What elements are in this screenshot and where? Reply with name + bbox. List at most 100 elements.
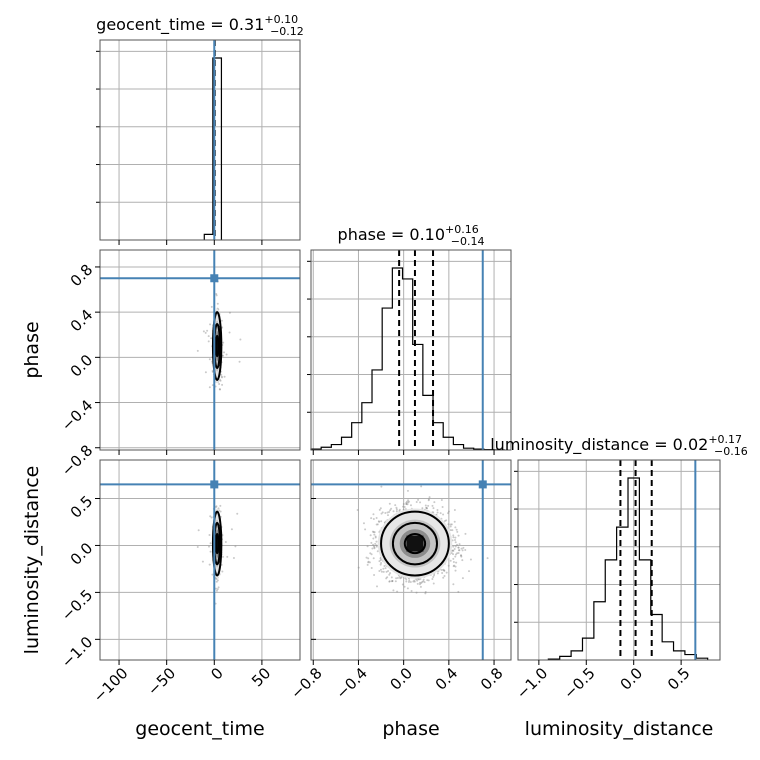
sample-point: [405, 503, 408, 506]
sample-point: [412, 580, 415, 583]
sample-point: [458, 543, 461, 546]
sample-point: [427, 579, 430, 582]
sample-point: [408, 579, 411, 582]
sample-point: [222, 341, 225, 344]
sample-point: [460, 547, 463, 550]
sample-point: [373, 547, 376, 550]
sample-point: [453, 520, 456, 523]
sample-point: [391, 580, 394, 583]
sample-point: [454, 541, 457, 544]
sample-point: [456, 543, 459, 546]
x-tick-label: −0.4: [332, 664, 370, 702]
title-plus: +0.16: [445, 223, 479, 236]
sample-point: [220, 375, 223, 378]
sample-point: [450, 551, 453, 554]
sample-point: [368, 561, 371, 564]
sample-point: [371, 530, 374, 533]
sample-point: [454, 553, 457, 556]
sample-point: [452, 545, 455, 548]
sample-point: [454, 545, 457, 548]
sample-point: [382, 570, 385, 573]
y-tick-label: 0.5: [67, 492, 97, 522]
sample-point: [427, 498, 430, 501]
x-tick-label: 0.5: [664, 664, 694, 694]
sample-point: [454, 555, 457, 558]
grid-geocent_time__luminosity_distance: [100, 460, 300, 660]
text-layer: geocent_time = 0.31+0.10 −0.12 phase = 0.1…: [21, 13, 748, 740]
sample-point: [454, 569, 457, 572]
sample-point: [405, 502, 408, 505]
sample-point: [455, 528, 458, 531]
sample-point: [425, 506, 428, 509]
histogram-phase: [310, 267, 505, 451]
sample-point: [452, 536, 455, 539]
sample-point: [221, 570, 224, 573]
contour-level: [214, 334, 220, 358]
sample-point: [379, 568, 382, 571]
sample-point: [372, 557, 375, 560]
sample-point: [432, 576, 435, 579]
sample-point: [408, 500, 411, 503]
contour-level: [391, 521, 438, 566]
sample-point: [424, 504, 427, 507]
scatter-geocent_time__phase: [100, 250, 300, 450]
sample-point: [375, 523, 378, 526]
sample-point: [377, 520, 380, 523]
sample-point: [372, 545, 375, 548]
sample-point: [454, 536, 457, 539]
sample-point: [455, 561, 458, 564]
sample-point: [456, 530, 459, 533]
x-tick-label: 0.4: [432, 664, 462, 694]
sample-point: [208, 386, 211, 389]
sample-point: [391, 579, 394, 582]
sample-point: [420, 485, 423, 488]
sample-point: [218, 382, 221, 385]
sample-point: [445, 571, 448, 574]
x-tick-label: 0.0: [387, 664, 417, 694]
sample-point: [223, 375, 226, 378]
sample-point: [399, 577, 402, 580]
title-plus: +0.10: [264, 13, 298, 26]
diag-grid-geocent_time: [100, 40, 300, 240]
sample-point: [418, 578, 421, 581]
sample-point: [420, 582, 423, 585]
sample-point: [410, 589, 413, 592]
sample-point: [378, 508, 381, 511]
sample-point: [219, 504, 222, 507]
sample-point: [456, 552, 459, 555]
sample-point: [452, 549, 455, 552]
scatter-phase__luminosity_distance: [311, 460, 511, 660]
x-axis-label-phase: phase: [382, 718, 439, 740]
sample-point: [223, 351, 226, 354]
sample-point: [380, 570, 383, 573]
sample-point: [221, 376, 224, 379]
sample-point: [208, 545, 211, 548]
contour-level: [403, 532, 427, 555]
sample-point: [427, 499, 430, 502]
sample-point: [457, 549, 460, 552]
sample-point: [376, 550, 379, 553]
sample-point: [384, 512, 387, 515]
sample-point: [461, 559, 464, 562]
sample-point: [204, 331, 207, 334]
y-axis-label-luminosity_distance: luminosity_distance: [21, 466, 43, 655]
x-tick-label: 0: [207, 664, 226, 683]
sample-point: [436, 511, 439, 514]
sample-point: [379, 507, 382, 510]
sample-point: [436, 508, 439, 511]
sample-point: [239, 338, 242, 341]
contour-level: [214, 532, 220, 555]
sample-point: [228, 311, 231, 314]
sample-point: [357, 566, 360, 569]
sample-point: [383, 564, 386, 567]
sample-point: [356, 508, 359, 511]
sample-point: [210, 337, 213, 340]
sample-point: [440, 499, 443, 502]
sample-point: [458, 549, 461, 552]
sample-point: [382, 567, 385, 570]
sample-point: [486, 557, 489, 560]
sample-point: [453, 509, 456, 512]
sample-point: [210, 516, 213, 519]
y-tick-label: −1.0: [58, 633, 96, 671]
sample-point: [415, 578, 418, 581]
